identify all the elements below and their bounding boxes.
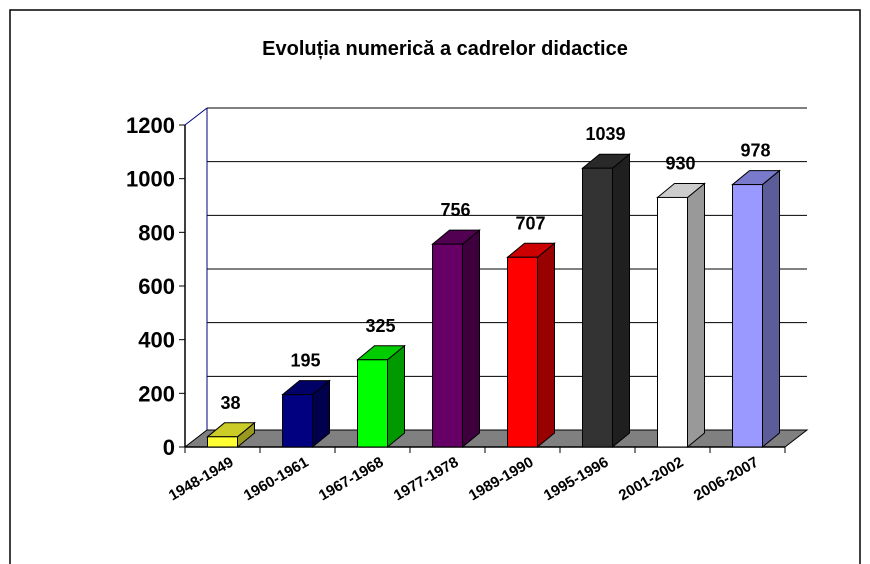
chart-title: Evoluția numerică a cadrelor didactice bbox=[262, 38, 628, 60]
y-tick-label: 1200 bbox=[126, 113, 175, 138]
bar-side bbox=[762, 169, 780, 449]
bar bbox=[432, 243, 463, 448]
x-tick-label: 1960-1961 bbox=[241, 454, 312, 505]
y-tick-label: 800 bbox=[138, 220, 175, 245]
bar bbox=[282, 394, 313, 448]
bar-side bbox=[612, 153, 630, 449]
bar-side bbox=[462, 229, 480, 449]
chart-frame bbox=[9, 9, 861, 564]
bar-side bbox=[687, 182, 705, 449]
value-label: 1039 bbox=[585, 124, 625, 144]
value-label: 756 bbox=[440, 200, 470, 220]
x-tick-label: 2001-2002 bbox=[616, 454, 687, 505]
value-label: 325 bbox=[365, 316, 395, 336]
bar bbox=[582, 167, 613, 448]
x-tick-label: 2006-2007 bbox=[691, 454, 762, 505]
x-tick-label: 1995-1996 bbox=[541, 454, 612, 505]
x-tick-label: 1948-1949 bbox=[166, 454, 237, 505]
bar bbox=[657, 196, 688, 448]
bar-side bbox=[387, 344, 405, 449]
value-label: 707 bbox=[515, 213, 545, 233]
y-tick-label: 200 bbox=[138, 381, 175, 406]
x-tick-label: 1967-1968 bbox=[316, 454, 387, 505]
y-tick-label: 1000 bbox=[126, 167, 175, 192]
value-label: 38 bbox=[220, 393, 240, 413]
x-tick-label: 1989-1990 bbox=[466, 454, 537, 505]
value-label: 978 bbox=[740, 141, 770, 161]
bar bbox=[732, 184, 763, 448]
bar bbox=[357, 359, 388, 448]
y-tick-label: 400 bbox=[138, 328, 175, 353]
y-tick-label: 0 bbox=[163, 435, 175, 460]
y-tick-label: 600 bbox=[138, 274, 175, 299]
value-label: 195 bbox=[290, 351, 320, 371]
x-tick-label: 1977-1978 bbox=[391, 454, 462, 505]
floor bbox=[183, 429, 809, 448]
side-wall-edge bbox=[184, 107, 208, 126]
bar-side bbox=[537, 242, 555, 449]
bar bbox=[507, 256, 538, 448]
value-label: 930 bbox=[665, 153, 695, 173]
bar bbox=[207, 436, 238, 448]
